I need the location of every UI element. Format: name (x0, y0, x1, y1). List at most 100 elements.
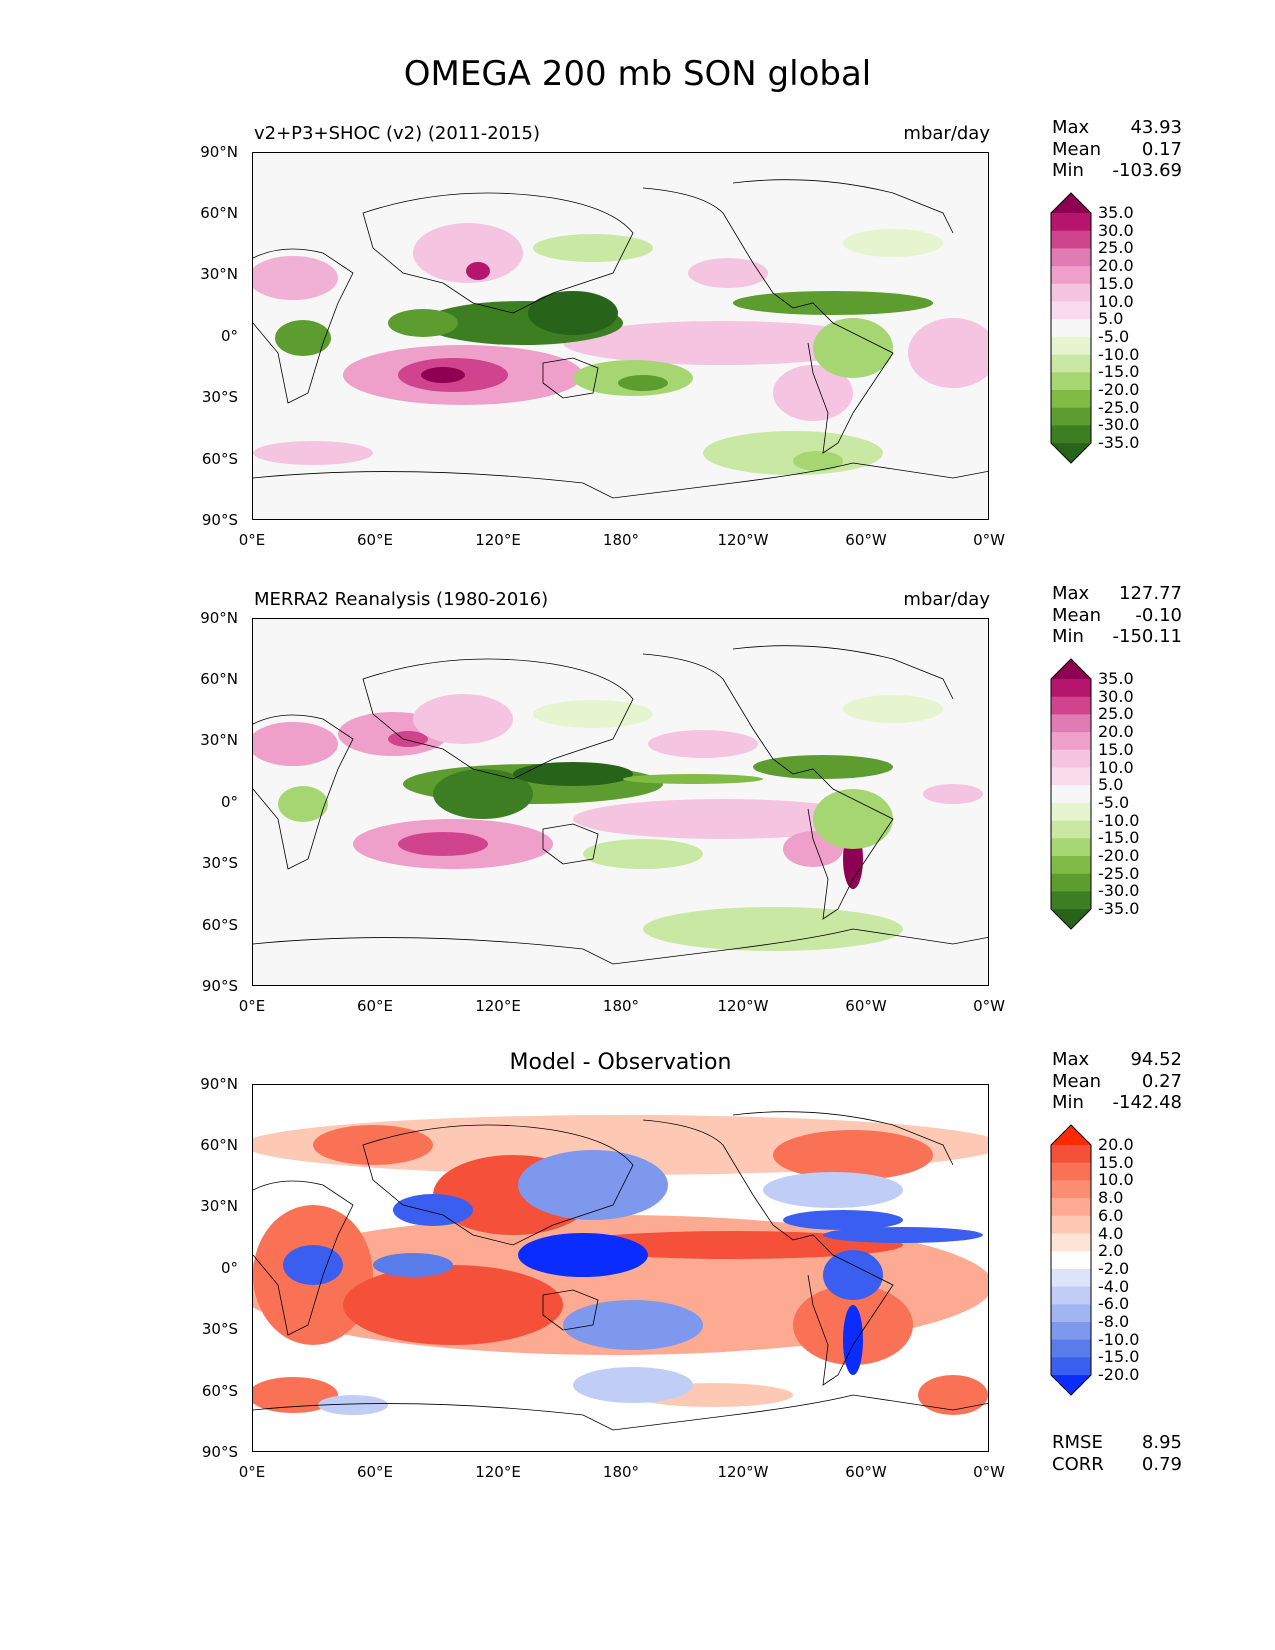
colorbar-segment (1051, 1322, 1091, 1341)
colorbar-segment (1051, 1145, 1091, 1164)
lat-label: 60°N (200, 1136, 238, 1154)
colorbar-tick-label: -10.0 (1098, 344, 1140, 364)
colorbar-extend-max (1051, 659, 1091, 679)
difference-map[interactable] (252, 1084, 989, 1452)
colorbar-tick-label: -35.0 (1098, 899, 1140, 919)
colorbar-segment (1051, 1251, 1091, 1270)
model-panel: v2+P3+SHOC (v2) (2011-2015) mbar/day (0, 0, 1275, 549)
lat-label: 90°N (200, 1075, 238, 1093)
colorbar-outline (1050, 1124, 1092, 1396)
lon-label: 60°E (356, 1463, 394, 1481)
lat-label: 0° (220, 327, 238, 345)
lat-label: 30°N (200, 731, 238, 749)
colorbar-segment (1051, 820, 1091, 839)
lon-label: 0°E (238, 531, 266, 549)
colorbar-tick-label: 35.0 (1098, 203, 1134, 222)
stat-label: Mean (1052, 604, 1102, 626)
stat-label: Min (1052, 626, 1084, 647)
map-field (253, 153, 988, 519)
colorbar-segment (1051, 390, 1091, 409)
model-map[interactable] (252, 152, 989, 520)
lat-label: 30°S (201, 1320, 238, 1338)
colorbar-segment (1051, 873, 1091, 892)
colorbar-tick-label: 8.0 (1098, 1188, 1124, 1208)
lon-label: 180° (602, 1463, 640, 1481)
colorbar-tick-label: -25.0 (1098, 397, 1140, 417)
colorbar-tick-label: 20.0 (1098, 1135, 1134, 1154)
colorbar-segment (1051, 1339, 1091, 1358)
colorbar-segment (1051, 407, 1091, 426)
colorbar-segment (1051, 1268, 1091, 1288)
lon-label: 0°E (238, 1463, 266, 1481)
colorbar-segment (1051, 248, 1091, 267)
colorbar-tick-label: -35.0 (1098, 433, 1140, 453)
colorbar-segment (1051, 301, 1091, 320)
colorbar-tick-label: -5.0 (1098, 792, 1130, 812)
stat-value: 127.77 (1119, 583, 1182, 604)
colorbar-tick-label: 20.0 (1098, 256, 1134, 276)
stat-label: Mean (1052, 138, 1102, 160)
colorbar-tick-label: -2.0 (1098, 1258, 1130, 1278)
figure-title: OMEGA 200 mb SON global (403, 54, 872, 94)
colorbar-tick-label: -10.0 (1098, 1329, 1140, 1349)
colorbar-outline (1050, 192, 1092, 464)
colorbar-tick-label: -5.0 (1098, 326, 1130, 346)
colorbar-segment (1051, 1304, 1091, 1323)
lon-label: 60°E (356, 531, 394, 549)
panel-units: mbar/day (903, 589, 990, 610)
colorbar-tick-label: 5.0 (1098, 775, 1124, 795)
colorbar-segment (1051, 336, 1091, 356)
lat-label: 60°S (201, 1382, 238, 1400)
stat-label: Mean (1052, 1070, 1102, 1092)
colorbar-segment (1051, 283, 1091, 302)
colorbar-segment (1051, 213, 1091, 232)
colorbar-segment (1051, 1198, 1091, 1217)
colorbar-tick-label: -20.0 (1098, 846, 1140, 865)
stat-value: 94.52 (1130, 1049, 1182, 1070)
panel-left-title: MERRA2 Reanalysis (1980-2016) (254, 589, 549, 610)
lat-label: 90°N (200, 143, 238, 161)
colorbar-segment (1051, 230, 1091, 249)
lon-label: 120°W (717, 997, 769, 1015)
colorbar (1050, 658, 1092, 934)
colorbar-tick-label: -30.0 (1098, 415, 1140, 435)
lon-label: 0°E (238, 997, 266, 1015)
colorbar-segment (1051, 1357, 1091, 1376)
stats-box: Max 127.77 Mean -0.10 Min -150.11 (1052, 583, 1182, 648)
observation-map[interactable] (252, 618, 989, 986)
stat-label: Max (1052, 583, 1090, 604)
colorbar-tick-label: 15.0 (1098, 273, 1134, 293)
colorbar-tick-label: 30.0 (1098, 220, 1134, 240)
stat-value: -142.48 (1112, 1092, 1182, 1113)
colorbar-extend-min (1051, 909, 1091, 930)
colorbar-segment (1051, 319, 1091, 338)
colorbar-tick-label: 5.0 (1098, 309, 1124, 329)
lon-label: 60°W (845, 1463, 887, 1481)
colorbar-tick-label: -15.0 (1098, 1347, 1140, 1367)
lon-label: 120°W (717, 1463, 769, 1481)
colorbar-segment (1051, 785, 1091, 804)
colorbar-tick-label: 10.0 (1098, 1170, 1134, 1190)
colorbar-segment (1051, 354, 1091, 373)
lon-label: 0°W (973, 997, 1005, 1015)
colorbar-segment (1051, 732, 1091, 751)
lon-label: 120°E (475, 997, 521, 1015)
colorbar-tick-label: -20.0 (1098, 1365, 1140, 1385)
colorbar-tick-label: 25.0 (1098, 238, 1134, 258)
panel-left-title: v2+P3+SHOC (v2) (2011-2015) (254, 123, 541, 144)
lat-label: 90°S (201, 511, 238, 529)
colorbar-extend-max (1051, 193, 1091, 213)
colorbar-tick-label: -20.0 (1098, 380, 1140, 399)
colorbar-segment (1051, 266, 1091, 285)
lon-label: 120°W (717, 531, 769, 549)
colorbar-segment (1051, 767, 1091, 786)
lon-label: 120°E (475, 1463, 521, 1481)
colorbar-tick-label: -25.0 (1098, 863, 1140, 883)
colorbar-extend-min (1051, 1375, 1091, 1396)
stat-value: 43.93 (1130, 117, 1182, 138)
difference-panel: Model - Observation (0, 0, 1275, 1481)
colorbar-graphic (1050, 658, 1092, 930)
score-value: 8.95 (1141, 1432, 1182, 1453)
panel-units: mbar/day (903, 123, 990, 144)
colorbar-tick-label: 30.0 (1098, 686, 1134, 706)
